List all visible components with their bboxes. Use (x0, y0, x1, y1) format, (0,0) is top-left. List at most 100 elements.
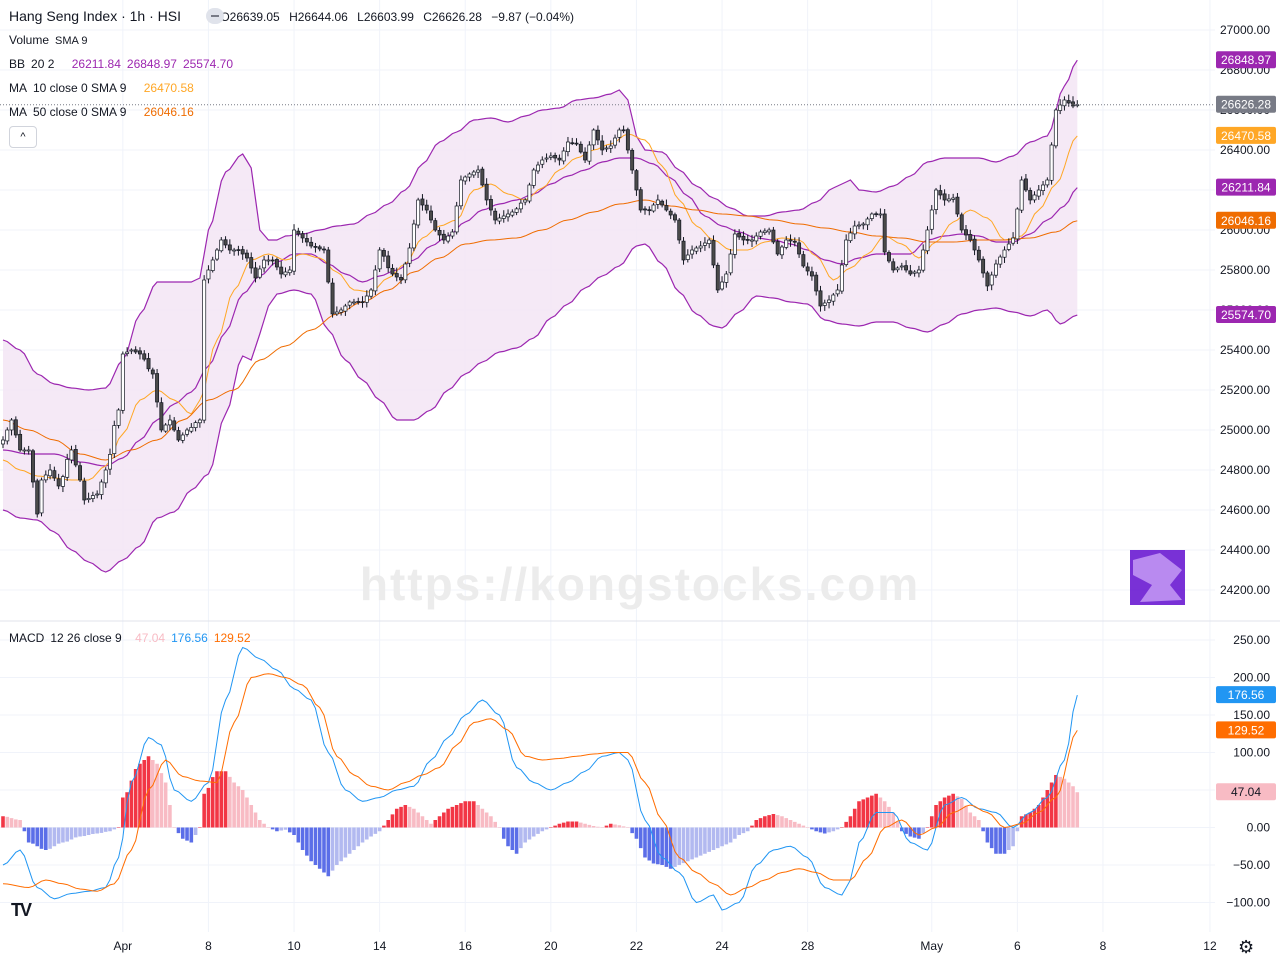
candle (373, 265, 378, 296)
candle (784, 236, 789, 250)
candle (411, 219, 416, 252)
macd-hist-bar (1045, 790, 1050, 828)
tradingview-logo[interactable]: TV (11, 900, 32, 920)
macd-hist-bar (360, 827, 365, 843)
macd-hist-bar (887, 806, 891, 828)
macd-hist-bar (1024, 814, 1028, 828)
candle-body (202, 279, 207, 421)
candle (90, 491, 95, 503)
macd-hist-bar (467, 801, 472, 828)
macd-hist-bar (450, 806, 455, 828)
candle (450, 229, 455, 239)
candle (1006, 238, 1011, 252)
candle (95, 490, 100, 499)
macd-hist-bar (287, 827, 292, 833)
ma50-legend[interactable]: MA 50 close 0 SMA 9 26046.16 (9, 104, 200, 120)
candle (758, 229, 763, 240)
candle-body (356, 301, 361, 303)
candle (827, 295, 831, 309)
macd-hist-bar (686, 827, 690, 862)
price-axis[interactable]: 24200.00 24400.00 24600.00 24800.00 25000.00… (1220, 23, 1270, 910)
macd-hist-bar (373, 827, 378, 834)
candle-body (476, 169, 481, 173)
bb-legend[interactable]: BB 20 2 26211.84 26848.97 25574.70 (9, 56, 239, 72)
candle-body (257, 268, 262, 278)
collapse-legend-button[interactable]: ^ (9, 126, 37, 148)
macd-tick-label: 0.00 (1247, 821, 1271, 835)
macd-hist-bar (142, 760, 147, 828)
candle (951, 193, 956, 203)
candle (1011, 232, 1016, 246)
candle-body (955, 196, 960, 215)
candle (754, 232, 759, 245)
bb-lower-line (2, 243, 1078, 573)
candle (1002, 246, 1007, 263)
candle (835, 284, 840, 297)
macd-hist-bar (394, 808, 399, 828)
macd-hist-bar (210, 777, 215, 828)
candle-body (801, 254, 806, 267)
candle (210, 256, 215, 273)
candle-body (330, 282, 335, 315)
candle (861, 221, 866, 230)
price-value-label-text: 26626.28 (1221, 98, 1271, 112)
macd-hist-bar (493, 821, 497, 828)
candle-body (69, 449, 74, 461)
macd-hist-bar (26, 827, 31, 843)
candle-body (454, 205, 459, 233)
candle (916, 265, 921, 278)
macd-hist-bar (527, 827, 532, 840)
macd-hist-bar (750, 825, 754, 828)
candle-body (677, 219, 682, 241)
symbol-title[interactable]: Hang Seng Index · 1h · HSI (9, 8, 181, 24)
macd-hist-bar (198, 827, 202, 828)
candle (253, 261, 258, 283)
time-axis[interactable]: Apr 8 10 14 16 20 22 24 28 May 6 8 12 (113, 939, 1216, 953)
candle-body (125, 351, 130, 354)
macd-hist-bar (647, 827, 652, 861)
candle (1062, 96, 1067, 111)
hide-icon[interactable] (206, 8, 224, 24)
candle-body (437, 230, 442, 236)
macd-hist-bar (48, 827, 52, 849)
macd-hist-bar (519, 827, 523, 849)
price-value-label-bg (1216, 211, 1276, 229)
macd-hist-bar (168, 805, 172, 828)
candle-body (660, 200, 665, 206)
candle-body (814, 274, 819, 292)
candle (35, 478, 40, 518)
candle-body (647, 209, 652, 212)
candle (484, 178, 489, 206)
candle (133, 346, 138, 354)
candle-body (908, 270, 913, 275)
macd-hist-bar (1007, 827, 1011, 850)
macd-hist-bar (638, 827, 643, 849)
candle-body (968, 234, 973, 241)
macd-hist-bar (116, 827, 121, 828)
candle (108, 448, 112, 475)
volume-legend[interactable]: Volume SMA 9 (9, 32, 93, 49)
candle-body (159, 402, 164, 431)
ma10-line (2, 133, 1078, 481)
candle-body (518, 202, 523, 210)
macd-hist-bar (929, 816, 934, 828)
candles (1, 94, 1080, 518)
candle (317, 244, 322, 252)
ohlc-low: L26603.99 (357, 10, 414, 24)
macd-hist-bar (780, 816, 784, 828)
macd-hist-bar (275, 827, 279, 832)
candle (972, 235, 977, 256)
candle (193, 420, 198, 432)
candle-body (210, 259, 215, 271)
candle-body (882, 213, 887, 253)
macd-value-label: 129.52 (1216, 721, 1276, 739)
candle (463, 175, 468, 185)
candle-body (904, 265, 909, 271)
candle-body (809, 271, 814, 277)
candle-body (698, 245, 703, 249)
macd-legend[interactable]: MACD 12 26 close 9 47.04 176.56 129.52 (9, 630, 257, 646)
ma10-legend[interactable]: MA 10 close 0 SMA 9 26470.58 (9, 80, 200, 96)
gear-icon[interactable]: ⚙ (1238, 937, 1255, 957)
macd-hist-bar (630, 827, 634, 834)
macd-hist-bar (925, 827, 930, 828)
